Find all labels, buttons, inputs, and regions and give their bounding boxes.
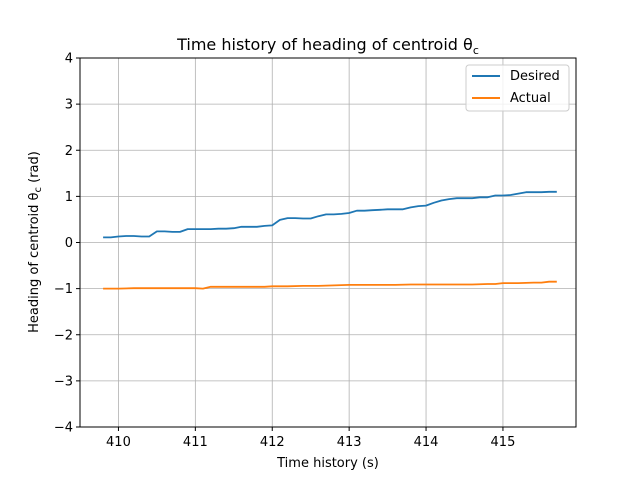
chart-title: Time history of heading of centroid θc [176, 35, 479, 57]
x-tick-label: 414 [414, 435, 439, 450]
chart-title-subscript: c [473, 44, 479, 57]
series-line-actual [103, 280, 557, 290]
y-tick-label: 2 [65, 144, 73, 159]
y-tick-label: 3 [65, 98, 73, 113]
y-tick-label: 0 [65, 236, 73, 251]
y-tick-label: −1 [54, 282, 73, 297]
y-tick-label: −2 [54, 328, 73, 343]
y-axis-label-unit: (rad) [27, 151, 42, 187]
x-tick-label: 410 [106, 435, 131, 450]
x-tick-label: 412 [260, 435, 285, 450]
series-line-desired [103, 190, 557, 239]
x-tick-label: 413 [337, 435, 362, 450]
legend-label-desired: Desired [510, 69, 560, 84]
chart-title-main: Time history of heading of centroid θ [176, 35, 473, 54]
y-tick-label: 1 [65, 190, 73, 205]
legend-label-actual: Actual [510, 91, 551, 106]
legend: Desired Actual [465, 64, 570, 112]
plot-frame [79, 57, 577, 428]
x-axis-label: Time history (s) [276, 456, 379, 471]
y-axis-label: Heading of centroid θc (rad) [27, 151, 44, 333]
y-axis-ticks: −4 −3 −2 −1 0 1 2 3 4 [54, 52, 80, 436]
y-tick-label: −3 [54, 374, 73, 389]
y-axis-label-main: Heading of centroid θ [27, 192, 42, 332]
x-tick-label: 415 [491, 435, 516, 450]
x-tick-label: 411 [183, 435, 208, 450]
y-axis-label-subscript: c [33, 187, 44, 193]
plot-series [103, 190, 557, 290]
y-tick-label: 4 [65, 52, 73, 67]
x-axis-ticks: 410 411 412 413 414 415 [106, 427, 515, 450]
y-tick-label: −4 [54, 421, 73, 436]
